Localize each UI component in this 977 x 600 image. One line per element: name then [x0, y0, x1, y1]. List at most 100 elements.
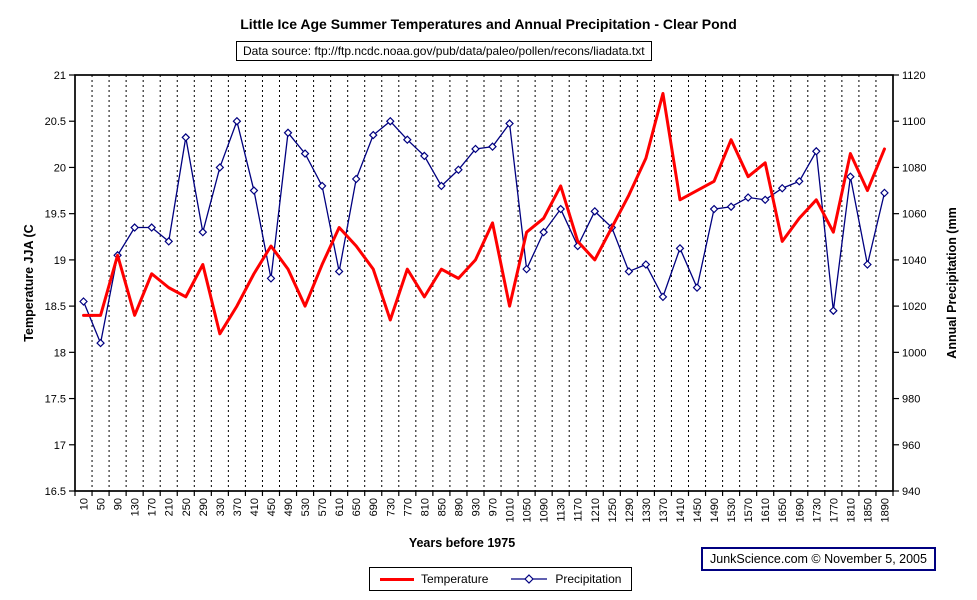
x-tick-label: 930 [470, 498, 482, 516]
x-tick-label: 1010 [505, 498, 517, 522]
right-tick-label: 940 [902, 486, 920, 498]
precipitation-marker [556, 204, 566, 214]
precipitation-marker [709, 204, 719, 214]
y-axis-title-left: Temperature JJA (C [22, 224, 36, 341]
x-tick-label: 450 [266, 498, 278, 516]
x-tick-label: 490 [283, 498, 295, 516]
precipitation-marker [880, 188, 889, 198]
x-tick-label: 1490 [709, 498, 721, 522]
x-tick-label: 1210 [590, 498, 602, 522]
legend-label-precipitation: Precipitation [555, 572, 622, 586]
credit-text: JunkScience.com © November 5, 2005 [710, 552, 927, 566]
x-tick-label: 1810 [845, 498, 857, 522]
plot-border [74, 74, 894, 492]
precipitation-marker [829, 306, 838, 316]
x-tick-label: 1410 [675, 498, 687, 522]
x-tick-label: 1890 [879, 498, 891, 522]
precipitation-marker [794, 176, 804, 186]
precipitation-marker [726, 202, 736, 212]
precipitation-marker [522, 264, 531, 274]
precipitation-marker [420, 151, 429, 161]
precipitation-marker [249, 186, 259, 195]
precipitation-marker [658, 292, 668, 302]
x-tick-label: 90 [113, 498, 125, 510]
right-tick-label: 1060 [902, 209, 926, 221]
x-tick-label: 1330 [641, 498, 653, 522]
temperature-line [82, 91, 886, 336]
x-tick-label: 1850 [862, 498, 874, 522]
precipitation-marker [624, 267, 634, 276]
x-tick-label: 690 [368, 498, 380, 516]
precipitation-marker [266, 274, 276, 283]
x-tick-label: 530 [300, 498, 312, 516]
x-tick-label: 1090 [539, 498, 551, 522]
x-tick-label: 970 [488, 498, 500, 516]
x-tick-label: 50 [96, 498, 108, 510]
precipitation-marker [283, 128, 293, 138]
x-tick-label: 650 [351, 498, 363, 516]
x-tick-label: 410 [249, 498, 261, 516]
precipitation-marker [675, 243, 685, 253]
x-tick-label: 1130 [556, 498, 568, 522]
precipitation-marker [164, 237, 174, 246]
x-tick-label: 1570 [743, 498, 755, 522]
precipitation-marker [777, 183, 787, 193]
left-tick-label: 16.5 [45, 486, 66, 498]
precipitation-marker [215, 163, 225, 172]
precipitation-marker [232, 116, 242, 126]
x-tick-label: 850 [436, 498, 448, 516]
x-tick-label: 1690 [794, 498, 806, 522]
left-tick-label: 21 [54, 70, 66, 82]
precipitation-marker [368, 130, 378, 140]
right-tick-label: 1000 [902, 347, 926, 359]
precipitation-marker [79, 297, 88, 306]
data-source-text: Data source: ftp://ftp.ncdc.noaa.gov/pub… [243, 44, 645, 58]
x-tick-label: 10 [79, 498, 91, 510]
left-tick-label: 19 [54, 255, 66, 267]
precipitation-marker [317, 181, 327, 191]
x-tick-label: 1370 [658, 498, 670, 522]
precipitation-marker [760, 195, 770, 205]
left-tick-label: 17 [54, 440, 66, 452]
diamond-marker-icon [524, 574, 535, 584]
precipitation-marker [743, 193, 753, 202]
x-tick-label: 330 [215, 498, 227, 516]
x-tick-label: 250 [181, 498, 193, 516]
precipitation-marker [590, 207, 600, 216]
y-axis-title-right: Annual Precipitation (mm [945, 207, 959, 358]
right-tick-label: 1020 [902, 301, 926, 313]
precipitation-marker [351, 174, 361, 184]
precipitation-marker [846, 172, 855, 182]
precipitation-marker [692, 283, 702, 292]
precipitation-marker [300, 149, 310, 158]
precipitation-line-swatch [511, 574, 548, 584]
x-tick-label: 130 [130, 498, 142, 516]
precipitation-marker [402, 135, 412, 145]
right-tick-label: 1120 [902, 70, 926, 82]
x-tick-label: 1170 [573, 498, 585, 522]
data-source-box: Data source: ftp://ftp.ncdc.noaa.gov/pub… [236, 41, 652, 61]
x-tick-label: 810 [419, 498, 431, 516]
x-tick-label: 1050 [522, 498, 534, 522]
left-tick-label: 18.5 [45, 301, 66, 313]
chart-title: Little Ice Age Summer Temperatures and A… [240, 16, 737, 32]
precipitation-marker [641, 260, 651, 269]
x-axis-title: Years before 1975 [408, 536, 516, 550]
precipitation-marker [147, 223, 157, 232]
right-tick-label: 960 [902, 440, 920, 452]
precipitation-marker [181, 133, 191, 142]
right-tick-label: 980 [902, 394, 920, 406]
precipitation-marker [198, 227, 208, 237]
left-tick-label: 19.5 [45, 209, 66, 221]
precipitation-marker [863, 260, 872, 269]
x-tick-label: 890 [453, 498, 465, 516]
x-tick-label: 1530 [726, 498, 738, 522]
x-tick-label: 1250 [607, 498, 619, 522]
precipitation-marker [385, 116, 395, 126]
precipitation-marker [334, 267, 344, 276]
x-tick-label: 1650 [777, 498, 789, 522]
legend-label-temperature: Temperature [421, 572, 489, 586]
x-tick-label: 210 [164, 498, 176, 516]
precipitation-marker [811, 146, 821, 156]
